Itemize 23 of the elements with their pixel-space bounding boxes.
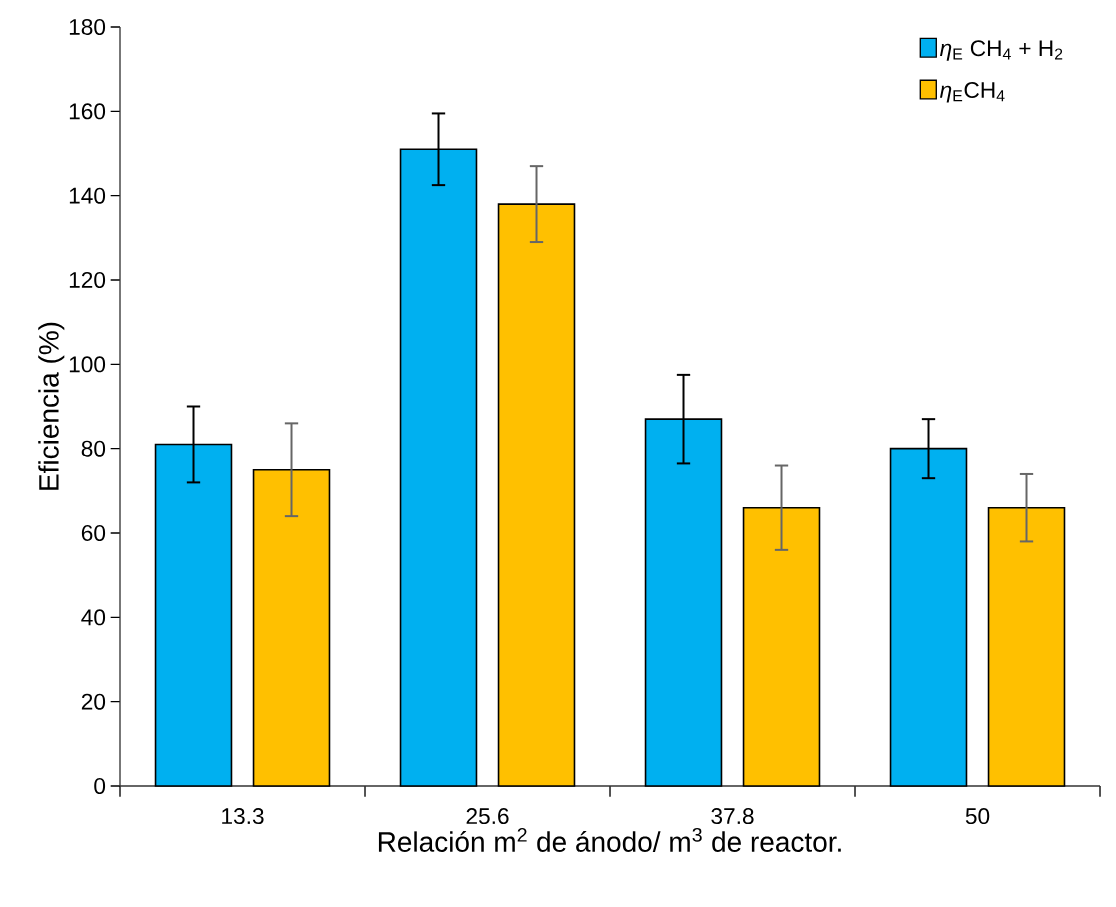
- y-tick-label: 160: [69, 103, 106, 120]
- y-tick-label: 80: [81, 440, 106, 457]
- y-tick-label: 40: [81, 609, 106, 626]
- x-tick-label: 50: [965, 808, 990, 825]
- y-tick-label: 140: [69, 187, 106, 204]
- y-tick-label: 120: [69, 271, 106, 289]
- bar: [497, 203, 576, 787]
- y-tick-label: 20: [81, 693, 106, 710]
- bar: [154, 443, 233, 787]
- y-tick-label: 100: [69, 356, 106, 373]
- y-tick-label: 180: [69, 18, 106, 36]
- bar: [742, 506, 821, 787]
- y-tick-label: 0: [94, 777, 106, 795]
- bar: [987, 506, 1066, 787]
- y-axis-title: Eficiencia (%): [38, 322, 65, 490]
- bar: [252, 468, 331, 787]
- x-tick-label: 25.6: [466, 808, 509, 825]
- x-tick-label: 37.8: [711, 808, 754, 825]
- y-tick-label: 60: [81, 524, 106, 542]
- legend-label: η$_{E}$ CH$_{4}$ + H$_{2}$: [940, 40, 1063, 61]
- x-axis-title: Relación m$^{2}$ de ánodo/ m$^{3}$ de reactor.: [378, 827, 841, 852]
- legend-label: η$_{E}$CH$_{4}$: [940, 82, 1005, 103]
- x-tick-label: 13.3: [222, 808, 264, 825]
